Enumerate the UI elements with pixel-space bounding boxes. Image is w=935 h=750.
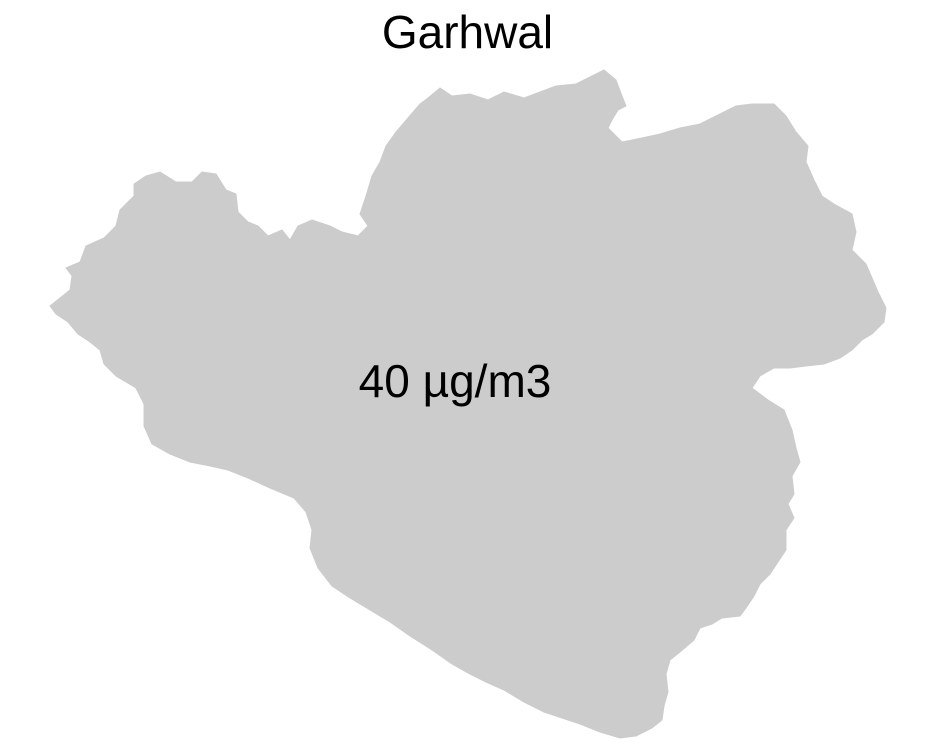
map-title: Garhwal [381,6,554,58]
pollution-value-label: 40 µg/m3 [358,355,552,407]
garhwal-region[interactable] [49,69,887,739]
